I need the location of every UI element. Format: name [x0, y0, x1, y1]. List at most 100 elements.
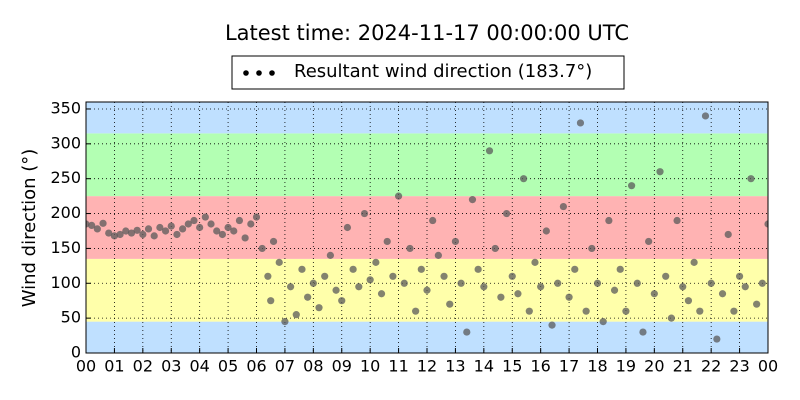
x-tick-label: 23	[729, 357, 749, 376]
point	[287, 283, 295, 291]
point	[332, 286, 340, 294]
y-tick-label: 0	[71, 343, 81, 362]
legend-dot	[243, 70, 249, 76]
point	[406, 244, 414, 253]
point	[457, 279, 465, 287]
point	[99, 219, 107, 227]
point	[485, 147, 494, 155]
x-tick-label: 11	[388, 357, 408, 376]
point	[639, 328, 647, 336]
x-tick-label: 03	[161, 357, 181, 376]
point	[446, 300, 454, 308]
point	[88, 221, 96, 230]
point	[588, 244, 596, 253]
point	[252, 213, 261, 221]
point	[645, 237, 653, 246]
point	[179, 225, 187, 233]
point	[167, 222, 175, 230]
point	[696, 307, 704, 315]
point	[531, 258, 539, 266]
point	[258, 244, 266, 253]
chart-title: Latest time: 2024-11-17 00:00:00 UTC	[225, 21, 629, 45]
point	[275, 258, 283, 266]
x-tick-label: 18	[587, 357, 607, 376]
point	[520, 175, 528, 183]
y-tick-label: 250	[50, 168, 81, 187]
point	[292, 311, 300, 319]
grid	[85, 102, 769, 354]
x-tick-label: 21	[673, 357, 693, 376]
point	[247, 220, 255, 228]
y-axis-label: Wind direction (°)	[19, 149, 40, 308]
point	[434, 251, 442, 259]
point	[480, 283, 488, 291]
point	[633, 279, 641, 287]
point	[707, 279, 715, 287]
x-tick-label: 20	[644, 357, 664, 376]
legend-dot	[256, 70, 262, 76]
x-tick-label: 08	[303, 357, 323, 376]
x-tick-label: 02	[133, 357, 153, 376]
y-tick-label: 150	[50, 238, 81, 257]
point	[508, 272, 516, 280]
point	[662, 272, 670, 280]
point	[582, 307, 590, 315]
point	[423, 286, 431, 294]
point	[554, 279, 562, 287]
point	[150, 232, 158, 240]
point	[667, 314, 675, 322]
point	[161, 227, 170, 235]
point	[684, 297, 693, 305]
point	[656, 168, 664, 176]
x-tick-label: 10	[360, 357, 380, 376]
point	[93, 225, 101, 233]
point	[491, 244, 499, 253]
x-tick-label: 22	[701, 357, 721, 376]
point	[315, 304, 323, 312]
x-tick-label: 14	[474, 357, 494, 376]
point	[394, 192, 403, 200]
point	[679, 283, 687, 291]
x-tick-label: 00	[76, 357, 96, 376]
point	[122, 227, 130, 235]
point	[713, 335, 721, 343]
point	[537, 283, 545, 291]
point	[571, 265, 579, 273]
x-tick-label: 16	[530, 357, 550, 376]
point	[190, 216, 198, 225]
point	[360, 209, 369, 218]
y-tick-label: 100	[50, 273, 81, 292]
point	[724, 230, 732, 239]
point	[366, 276, 374, 284]
point	[105, 229, 113, 237]
point	[417, 265, 425, 273]
x-tick-label: 06	[246, 357, 266, 376]
point	[576, 119, 585, 127]
point	[321, 272, 329, 280]
point	[389, 272, 397, 280]
x-tick-label: 04	[189, 357, 209, 376]
point	[735, 272, 744, 280]
ticks: 00 01 02 03 04 05 06 07 08 09 10 11 12 13 14 15 16 17 18 19…	[50, 98, 778, 375]
point	[230, 227, 238, 235]
point	[463, 328, 471, 336]
y-tick-label: 50	[61, 308, 81, 327]
point	[628, 182, 636, 190]
point	[156, 223, 164, 232]
point	[622, 307, 630, 315]
point	[343, 223, 352, 232]
point	[440, 272, 448, 280]
point	[218, 230, 226, 239]
x-tick-label: 09	[332, 357, 352, 376]
point	[309, 279, 317, 287]
point	[207, 220, 215, 228]
point	[701, 112, 710, 120]
x-tick-label: 12	[417, 357, 437, 376]
legend-dot	[269, 70, 275, 76]
point	[235, 216, 244, 225]
point	[599, 318, 607, 326]
point	[468, 196, 477, 204]
point	[429, 216, 437, 225]
point	[173, 230, 181, 239]
